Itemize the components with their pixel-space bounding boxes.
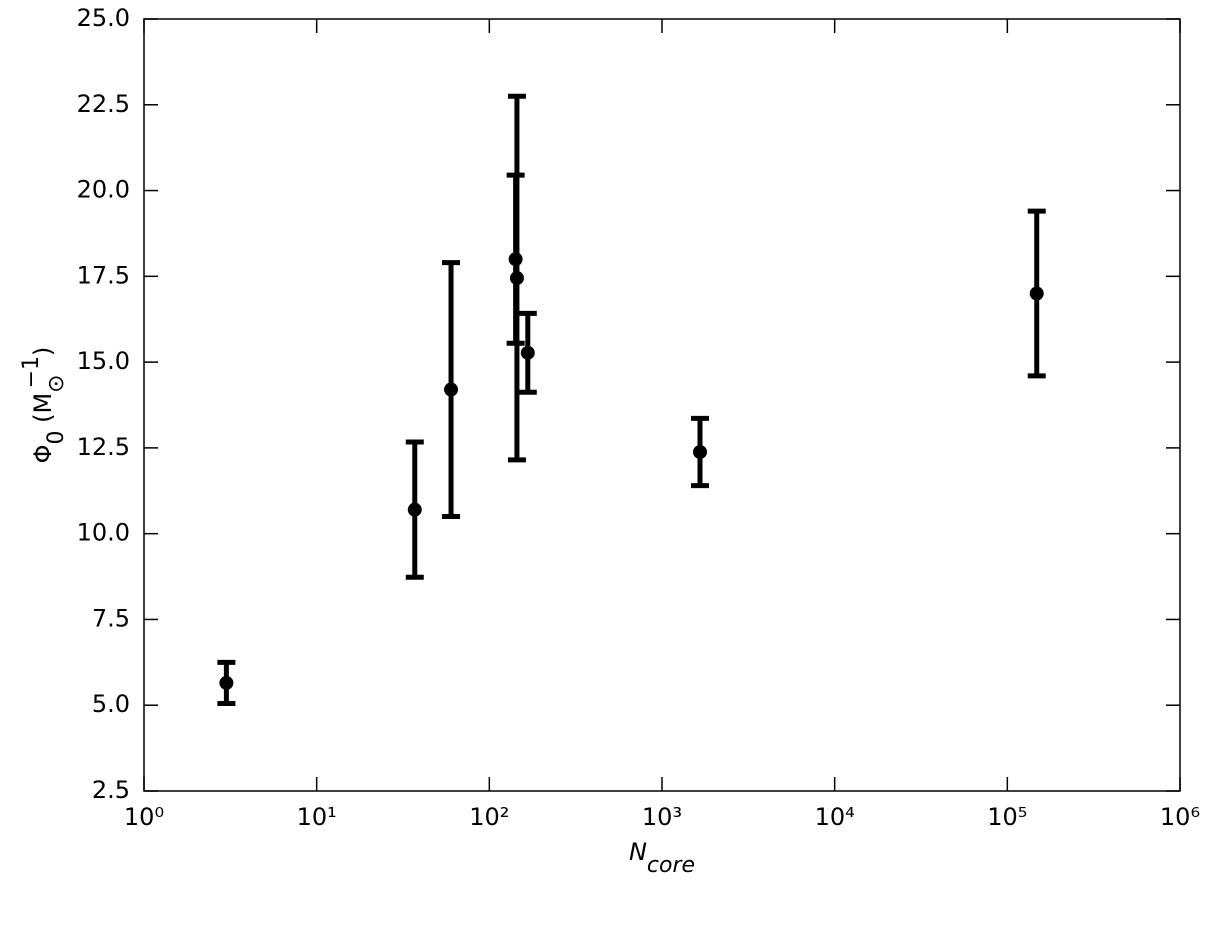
y-axis-label-part: Φ — [29, 445, 57, 464]
y-tick-label: 5.0 — [92, 690, 130, 718]
y-axis-label-part: 0 — [44, 431, 69, 445]
x-tick-label: 10⁰ — [124, 803, 164, 831]
x-tick-label: 10⁶ — [1160, 803, 1200, 831]
y-tick-label: 15.0 — [77, 347, 130, 375]
y-tick-label: 22.5 — [77, 90, 130, 118]
y-tick-label: 12.5 — [77, 433, 130, 461]
x-tick-label: 10¹ — [297, 803, 337, 831]
y-axis-label: Φ0 (M⊙−1) — [19, 347, 69, 464]
point — [509, 271, 524, 286]
x-axis-label: Ncore — [629, 838, 695, 878]
x-tick-label: 10⁵ — [987, 803, 1027, 831]
plot-frame — [143, 18, 1181, 792]
y-tick-label: 17.5 — [77, 261, 130, 289]
point — [444, 382, 459, 397]
point — [407, 502, 422, 517]
x-tick-label: 10² — [469, 803, 509, 831]
y-axis-label-part: (M — [29, 393, 57, 431]
y-tick-label: 7.5 — [92, 604, 130, 632]
x-axis-label-part: core — [647, 853, 695, 878]
x-axis-label-part: N — [629, 838, 647, 866]
y-tick-label: 10.0 — [77, 519, 130, 547]
y-axis-label-part: ) — [29, 347, 57, 356]
y-tick-label: 25.0 — [77, 4, 130, 32]
y-axis-label-part: ⊙ — [44, 374, 69, 392]
y-axis-label-part: −1 — [19, 356, 44, 388]
point — [520, 345, 535, 360]
point — [219, 675, 234, 690]
point — [1029, 286, 1044, 301]
point — [693, 445, 708, 460]
x-tick-label: 10⁴ — [815, 803, 855, 831]
x-tick-label: 10³ — [642, 803, 682, 831]
y-tick-label: 2.5 — [92, 776, 130, 804]
y-tick-label: 20.0 — [77, 176, 130, 204]
